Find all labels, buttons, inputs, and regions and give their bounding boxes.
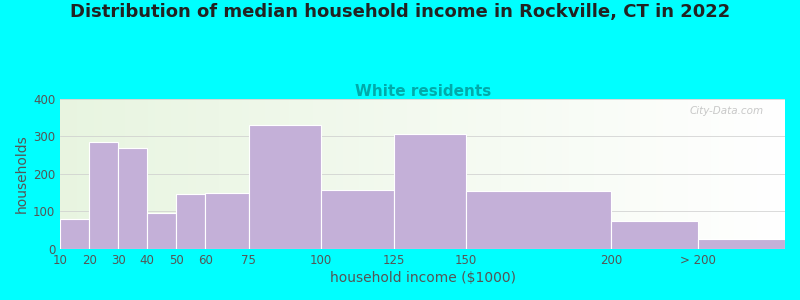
Bar: [249, 125, 321, 249]
Text: Distribution of median household income in Rockville, CT in 2022: Distribution of median household income …: [70, 3, 730, 21]
Bar: [394, 134, 466, 249]
Bar: [118, 148, 147, 249]
Bar: [176, 194, 206, 249]
X-axis label: household income ($1000): household income ($1000): [330, 271, 516, 285]
Bar: [60, 219, 90, 249]
Text: City-Data.com: City-Data.com: [689, 106, 763, 116]
Title: White residents: White residents: [354, 84, 490, 99]
Bar: [611, 221, 698, 249]
Bar: [321, 190, 394, 249]
Bar: [206, 194, 249, 249]
Bar: [466, 191, 611, 249]
Y-axis label: households: households: [15, 135, 29, 213]
Bar: [90, 142, 118, 249]
Bar: [147, 213, 176, 249]
Bar: [698, 239, 785, 249]
